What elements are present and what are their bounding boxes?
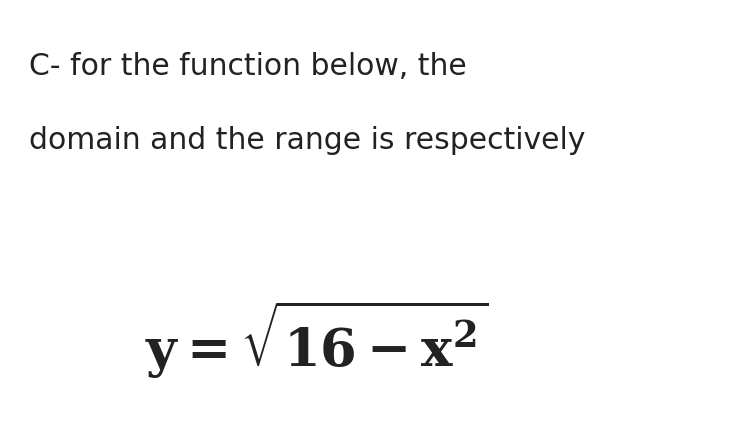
Text: domain and the range is respectively: domain and the range is respectively [29,126,585,156]
Text: $\mathbf{y = \sqrt{16 - x^2}}$: $\mathbf{y = \sqrt{16 - x^2}}$ [145,299,488,381]
Text: C- for the function below, the: C- for the function below, the [29,52,466,82]
